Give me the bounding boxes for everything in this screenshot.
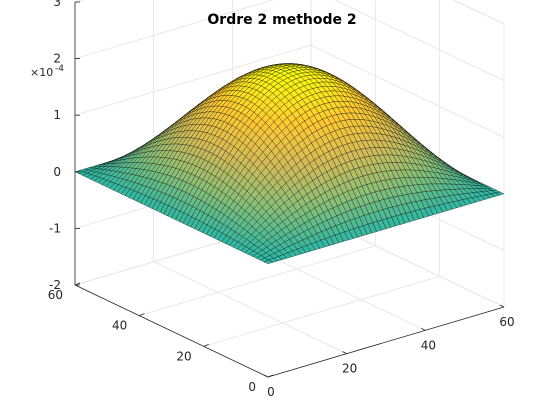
y-tick-mark: [139, 313, 145, 317]
grid-line-x-floor: [153, 261, 347, 355]
grid-line-y-floor: [139, 245, 376, 317]
grid-line-z-back: [74, 44, 312, 116]
y-tick-label: 60: [48, 288, 63, 302]
grid-line-z-back: [74, 0, 274, 59]
y-tick-mark: [203, 343, 209, 347]
z-tick-label: 2: [53, 52, 61, 66]
x-tick-label: 40: [421, 338, 436, 352]
grid-line-y-floor: [203, 275, 440, 347]
surface-patch: [263, 259, 274, 264]
x-tick-mark: [263, 374, 269, 378]
y-tick-label: 40: [112, 319, 127, 333]
x-tick-mark: [499, 304, 505, 308]
z-tick-label: 0: [53, 165, 61, 179]
z-tick-label: 1: [53, 108, 61, 122]
y-tick-mark: [267, 374, 274, 378]
axis-layer: [74, 2, 505, 378]
x-tick-mark: [342, 351, 347, 355]
y-tick-label: 0: [248, 380, 256, 394]
side-top-edge: [452, 0, 505, 25]
grid-line-z-side: [333, 0, 505, 81]
surface: [74, 63, 505, 264]
y-tick-label: 20: [176, 349, 191, 363]
z-tick-label: -2: [49, 278, 61, 292]
x-axis-line: [267, 306, 505, 378]
grid-line-z-side: [310, 44, 505, 138]
chart-title: Ordre 2 methode 2: [207, 12, 356, 28]
z-tick-label: -1: [49, 221, 61, 235]
x-tick-label: 0: [267, 385, 275, 399]
z-tick-label: 3: [53, 0, 61, 9]
y-axis-line: [74, 284, 269, 378]
x-tick-label: 60: [499, 315, 514, 329]
z-exponent-power: -4: [55, 64, 64, 74]
x-tick-mark: [421, 327, 426, 331]
x-tick-label: 20: [342, 362, 357, 376]
z-exponent-base: ×10: [30, 66, 53, 79]
